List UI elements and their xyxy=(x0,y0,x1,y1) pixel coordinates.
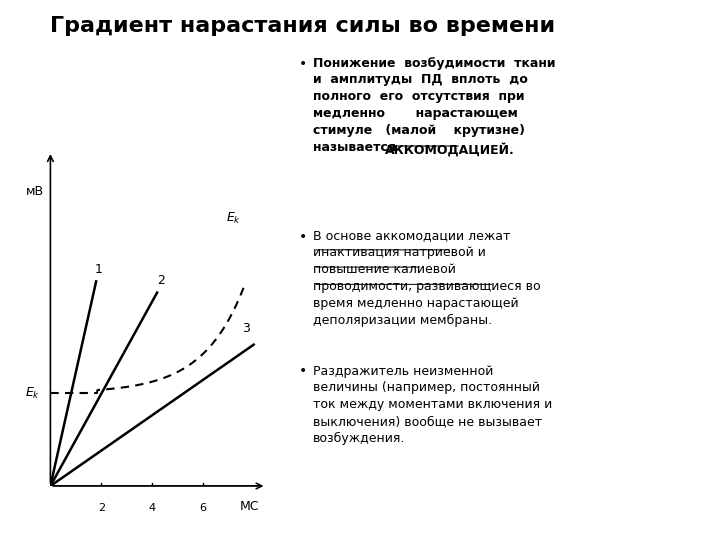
Text: Градиент нарастания силы во времени: Градиент нарастания силы во времени xyxy=(50,16,556,36)
Text: 3: 3 xyxy=(242,322,250,335)
Text: МС: МС xyxy=(239,500,259,513)
Text: Раздражитель неизменной
величины (например, постоянный
ток между моментами включ: Раздражитель неизменной величины (наприм… xyxy=(313,364,552,445)
Text: 2: 2 xyxy=(98,503,105,513)
Text: 1: 1 xyxy=(95,263,103,276)
Text: $E_k$: $E_k$ xyxy=(226,211,241,226)
Text: 6: 6 xyxy=(199,503,207,513)
Text: 4: 4 xyxy=(148,503,156,513)
Text: АККОМОДАЦИЕЙ.: АККОМОДАЦИЕЙ. xyxy=(385,143,515,157)
Text: •: • xyxy=(299,364,307,379)
Text: •: • xyxy=(299,230,307,244)
Text: •: • xyxy=(299,57,307,71)
Text: В основе аккомодации лежат
инактивация натриевой и
повышение калиевой
проводимос: В основе аккомодации лежат инактивация н… xyxy=(313,230,541,327)
Text: Понижение  возбудимости  ткани
и  амплитуды  ПД  вплоть  до
полного  его  отсутс: Понижение возбудимости ткани и амплитуды… xyxy=(313,57,556,154)
Text: 2: 2 xyxy=(157,274,165,287)
Text: $E_k$: $E_k$ xyxy=(25,386,40,401)
Text: мВ: мВ xyxy=(26,185,44,198)
